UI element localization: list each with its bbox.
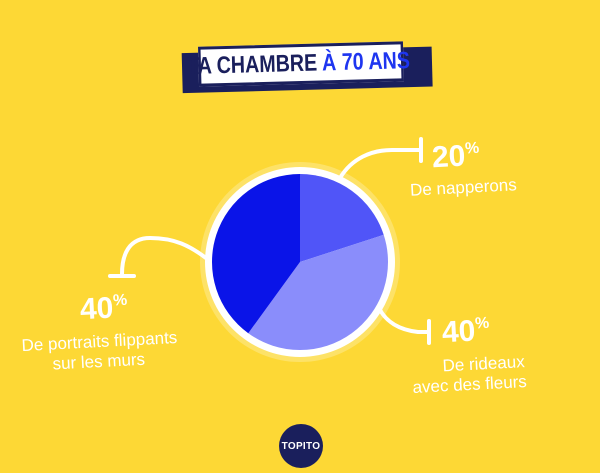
slice-portraits: [212, 174, 300, 334]
pie-slices: [212, 174, 388, 350]
slice-rideaux: [248, 234, 388, 350]
slice-napperons: [300, 174, 384, 262]
topito-logo: TOPITO: [279, 424, 323, 468]
pct-rideaux: 40%: [441, 314, 490, 350]
connector-napperons: [338, 148, 422, 180]
pct-portraits-value: 40: [79, 291, 115, 327]
pct-rideaux-value: 40: [441, 314, 477, 350]
pct-portraits-sign: %: [112, 291, 128, 310]
pct-portraits: 40%: [79, 291, 128, 327]
label-portraits: De portraits flippants sur les murs: [21, 328, 179, 376]
logo-text: TOPITO: [281, 440, 321, 452]
connector-portraits: [120, 235, 208, 276]
pct-napperons: 20%: [431, 139, 480, 175]
label-rideaux: De rideaux avec des fleurs: [411, 352, 527, 398]
pct-rideaux-sign: %: [474, 314, 490, 333]
pct-napperons-value: 20: [431, 139, 467, 175]
pct-napperons-sign: %: [464, 139, 480, 158]
